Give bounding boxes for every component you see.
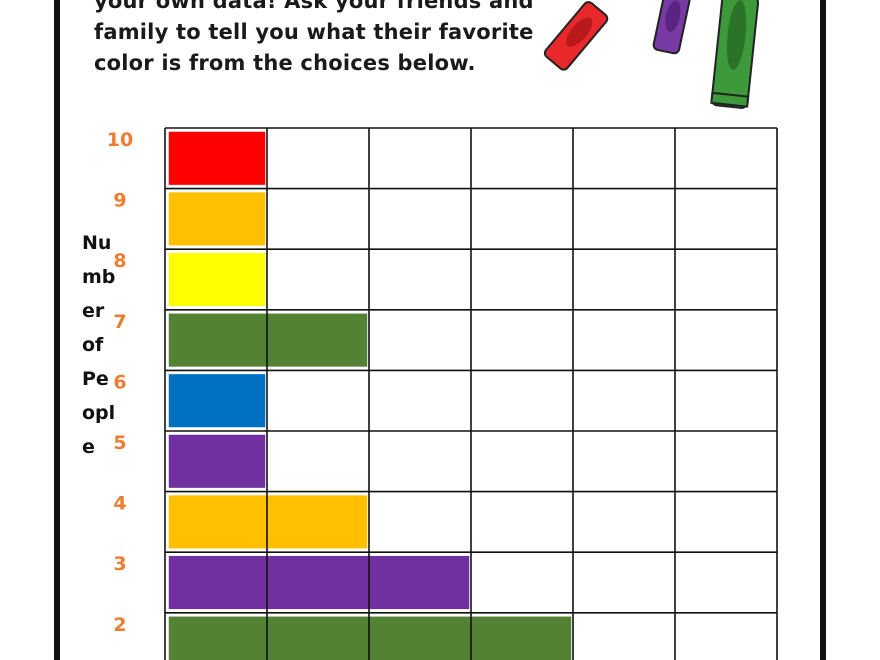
- bar-row-10: [167, 130, 267, 187]
- y-tick-label: 9: [113, 190, 126, 212]
- bar-row-3: [167, 554, 471, 611]
- y-tick-label: 10: [107, 129, 133, 151]
- red-crayon: [543, 1, 609, 71]
- y-tick-label: 8: [113, 250, 126, 272]
- y-axis-label-part: Nu: [82, 232, 112, 254]
- bar-row-4: [167, 493, 369, 550]
- y-tick-label: 7: [113, 311, 126, 333]
- y-tick-label: 3: [113, 553, 126, 575]
- instructions-line: family to tell you what their favorite: [94, 20, 534, 44]
- crayons-illustration: [543, 0, 760, 109]
- y-axis-label-part: mb: [82, 266, 116, 288]
- instructions-line: your own data! Ask your friends and: [94, 0, 534, 13]
- y-tick-label: 6: [113, 371, 126, 393]
- instructions-text: your own data! Ask your friends and fami…: [94, 0, 544, 79]
- bar-row-5: [167, 433, 267, 490]
- y-tick-label: 4: [113, 493, 126, 515]
- bar-row-7: [167, 312, 369, 369]
- instructions-line: color is from the choices below.: [94, 51, 476, 75]
- purple-crayon: [652, 0, 692, 55]
- y-axis-label-part: Pe: [82, 368, 109, 390]
- y-tick-label: 2: [113, 614, 126, 636]
- bar-row-2: [167, 615, 573, 660]
- bar-row-6: [167, 372, 267, 429]
- page-border-left: [54, 0, 60, 660]
- bar-row-8: [167, 251, 267, 308]
- bar-row-9: [167, 190, 267, 247]
- y-axis-label-part: er: [82, 300, 105, 322]
- page-border-right: [820, 0, 826, 660]
- y-axis-label-part: e: [82, 436, 95, 458]
- y-axis-label-part: opl: [82, 402, 116, 424]
- y-axis-label-part: of: [82, 334, 104, 356]
- y-axis-label: Nu mb er of Pe opl e: [82, 226, 122, 464]
- y-tick-label: 5: [113, 432, 126, 454]
- green-crayon: [710, 0, 760, 109]
